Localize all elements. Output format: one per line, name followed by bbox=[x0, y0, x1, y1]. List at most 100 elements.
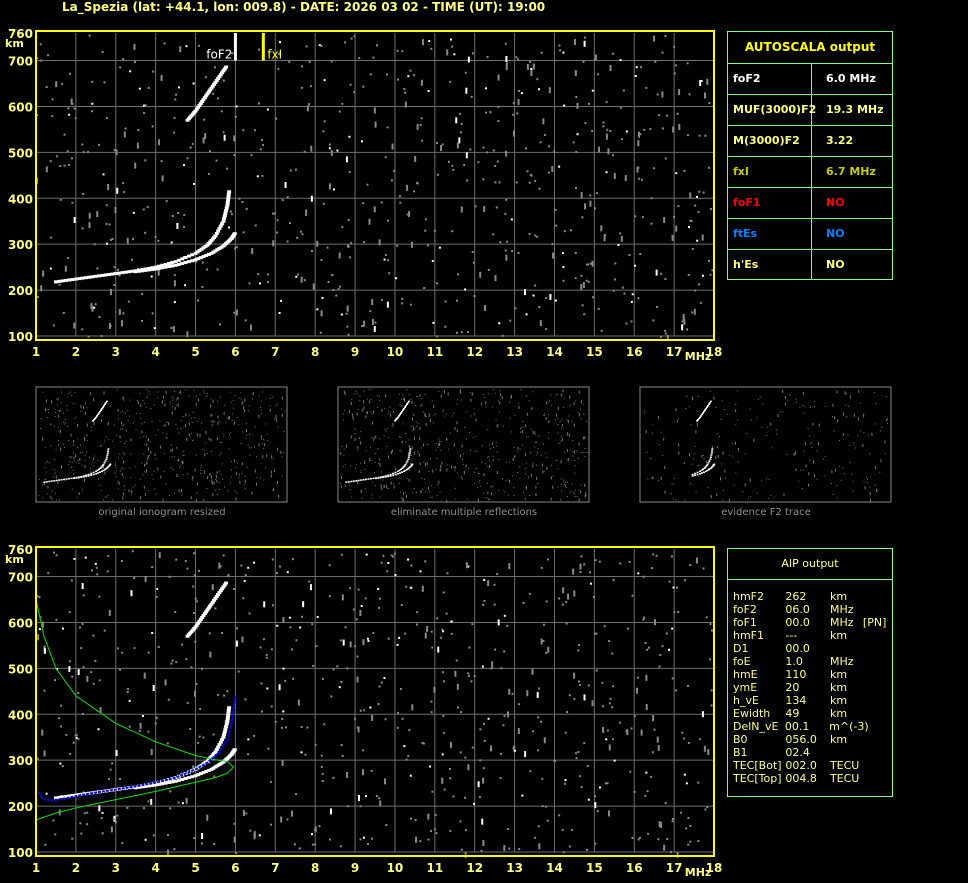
noise-echo bbox=[44, 478, 46, 480]
noise-echo bbox=[583, 40, 586, 47]
noise-echo bbox=[288, 616, 291, 619]
noise-echo bbox=[207, 453, 209, 455]
noise-echo bbox=[426, 625, 429, 632]
noise-echo bbox=[524, 147, 527, 150]
noise-echo bbox=[698, 283, 701, 286]
noise-echo bbox=[672, 586, 675, 589]
noise-echo bbox=[487, 268, 490, 271]
noise-echo bbox=[859, 402, 861, 404]
noise-echo bbox=[782, 411, 784, 413]
noise-echo bbox=[117, 457, 119, 459]
noise-echo bbox=[215, 159, 218, 162]
noise-echo bbox=[636, 166, 639, 173]
noise-echo bbox=[230, 432, 232, 434]
noise-echo bbox=[65, 480, 67, 482]
noise-echo bbox=[126, 687, 129, 690]
noise-echo bbox=[602, 125, 605, 128]
trace-echo bbox=[93, 274, 98, 278]
noise-echo bbox=[118, 308, 121, 315]
noise-echo bbox=[449, 38, 452, 41]
noise-echo bbox=[812, 422, 814, 426]
trace-echo bbox=[87, 473, 90, 476]
trace-echo bbox=[73, 793, 78, 797]
noise-echo bbox=[375, 452, 377, 454]
noise-echo bbox=[423, 461, 425, 463]
noise-echo bbox=[360, 443, 362, 445]
noise-echo bbox=[367, 842, 370, 845]
noise-echo bbox=[442, 410, 444, 412]
noise-echo bbox=[340, 313, 343, 316]
noise-echo bbox=[573, 39, 576, 46]
noise-echo bbox=[485, 406, 487, 408]
noise-echo bbox=[458, 137, 461, 144]
noise-echo bbox=[570, 828, 573, 831]
autoscala-row: foF2 6.0 MHz bbox=[728, 64, 892, 95]
noise-echo bbox=[487, 455, 489, 457]
noise-echo bbox=[803, 450, 805, 452]
noise-echo bbox=[580, 274, 583, 277]
trace-echo bbox=[98, 410, 101, 413]
noise-echo bbox=[330, 808, 333, 815]
noise-echo bbox=[492, 149, 495, 152]
noise-echo bbox=[674, 64, 677, 67]
noise-echo bbox=[593, 58, 596, 61]
noise-echo bbox=[344, 41, 347, 44]
noise-echo bbox=[117, 481, 119, 483]
noise-echo bbox=[212, 425, 214, 427]
noise-echo bbox=[866, 476, 868, 478]
noise-echo bbox=[393, 485, 395, 489]
noise-echo bbox=[526, 63, 529, 70]
noise-echo bbox=[68, 393, 70, 395]
aip-cell: 00.0 bbox=[785, 616, 810, 629]
noise-echo bbox=[289, 169, 292, 172]
noise-echo bbox=[587, 263, 590, 266]
trace-echo bbox=[705, 465, 708, 467]
trace-echo bbox=[193, 774, 198, 778]
noise-echo bbox=[862, 416, 864, 418]
noise-echo bbox=[549, 293, 552, 300]
trace-echo bbox=[198, 617, 203, 621]
noise-echo bbox=[152, 834, 155, 837]
trace-echo bbox=[133, 270, 138, 274]
x-tick-label: 13 bbox=[506, 861, 523, 875]
noise-echo bbox=[226, 167, 229, 170]
trace-echo bbox=[405, 468, 408, 471]
noise-echo bbox=[619, 232, 622, 235]
noise-echo bbox=[663, 437, 665, 441]
noise-echo bbox=[412, 425, 414, 427]
noise-echo bbox=[493, 455, 495, 457]
noise-echo bbox=[220, 452, 222, 454]
noise-echo bbox=[163, 42, 166, 45]
noise-echo bbox=[265, 423, 267, 425]
noise-echo bbox=[61, 627, 64, 630]
noise-echo bbox=[471, 250, 474, 253]
noise-echo bbox=[398, 436, 400, 438]
aip-cell bbox=[863, 629, 892, 642]
noise-echo bbox=[157, 391, 159, 393]
noise-echo bbox=[117, 268, 120, 271]
noise-echo bbox=[608, 744, 611, 751]
noise-echo bbox=[482, 840, 485, 847]
x-tick-label: 14 bbox=[546, 345, 563, 359]
noise-echo bbox=[509, 417, 511, 419]
noise-echo bbox=[63, 133, 66, 136]
noise-echo bbox=[419, 570, 422, 573]
noise-echo bbox=[586, 263, 589, 266]
noise-echo bbox=[380, 471, 382, 473]
noise-echo bbox=[700, 79, 703, 82]
noise-echo bbox=[676, 112, 679, 115]
trace-echo bbox=[226, 708, 231, 712]
noise-echo bbox=[630, 300, 633, 303]
noise-echo bbox=[43, 647, 46, 654]
noise-echo bbox=[364, 597, 367, 600]
noise-echo bbox=[267, 747, 270, 750]
trace-echo bbox=[357, 479, 360, 482]
aip-cell: MHz bbox=[829, 655, 854, 668]
noise-echo bbox=[460, 206, 463, 213]
noise-echo bbox=[449, 742, 452, 749]
noise-echo bbox=[362, 749, 365, 752]
trace-echo bbox=[210, 600, 215, 604]
noise-echo bbox=[349, 587, 352, 590]
noise-echo bbox=[801, 404, 803, 406]
noise-echo bbox=[244, 398, 246, 402]
